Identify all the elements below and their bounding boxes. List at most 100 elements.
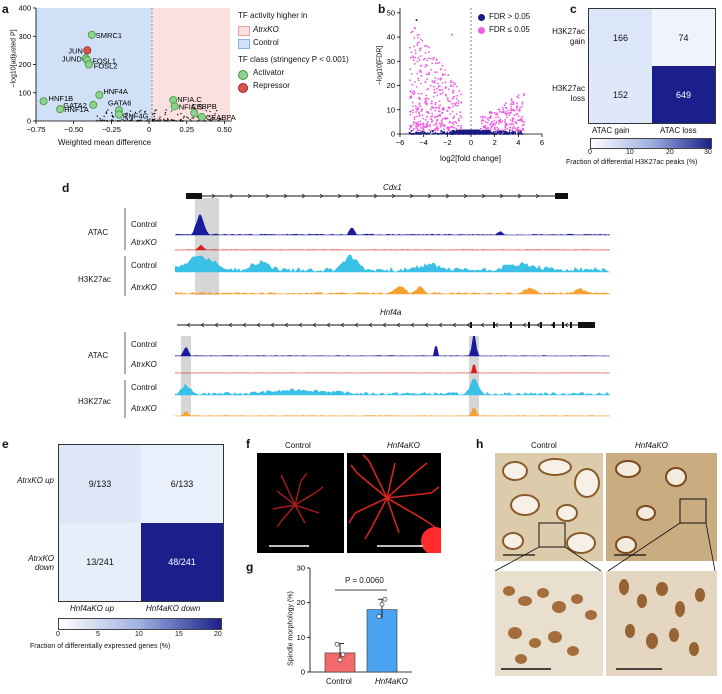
background-points xyxy=(96,109,222,122)
volcano-point xyxy=(422,127,424,129)
volcano-point xyxy=(435,106,438,109)
volcano-point xyxy=(517,115,520,117)
legend-fdr-low: FDR ≤ 0.05 xyxy=(489,25,530,34)
volcano-point xyxy=(414,49,417,52)
legend-control-swatch xyxy=(238,39,250,49)
c-scale-label: Fraction of differential H3K27ac peaks (… xyxy=(566,159,698,166)
volcano-point xyxy=(411,30,414,33)
volcano-point xyxy=(458,119,460,122)
volcano-point xyxy=(457,124,459,127)
volcano-point xyxy=(434,103,437,106)
gene-arrow xyxy=(319,193,324,199)
d-h3k-2: H3K27ac xyxy=(78,397,111,406)
volcano-point xyxy=(431,62,434,65)
volcano-point xyxy=(463,132,466,134)
replicate-point xyxy=(382,596,388,602)
volcano-point xyxy=(439,113,441,116)
volcano-point xyxy=(424,52,427,54)
volcano-point xyxy=(420,71,423,73)
volcano-point xyxy=(513,109,516,112)
volcano-point xyxy=(434,62,437,65)
volcano-point xyxy=(452,105,454,108)
bg-point xyxy=(144,111,146,113)
bg-point xyxy=(105,111,108,113)
volcano-point xyxy=(433,79,436,82)
gene-arrow xyxy=(242,322,247,328)
volcano-point xyxy=(478,132,481,135)
volcano-point xyxy=(503,104,506,107)
volcano-point xyxy=(446,98,449,101)
volcano-point xyxy=(455,85,458,88)
volcano-point xyxy=(514,131,517,133)
bg-point xyxy=(98,120,101,122)
legend-title: TF activity higher in xyxy=(238,11,308,20)
volcano-point xyxy=(431,130,434,133)
g-cat-ko: Hnf4aKO xyxy=(375,677,408,686)
c-scale-30: 30 xyxy=(704,149,712,156)
bg-point xyxy=(139,120,142,122)
volcano-point xyxy=(418,115,421,117)
volcano-point xyxy=(497,116,500,118)
e-row-up: AtrxKO up xyxy=(17,476,54,485)
volcano-point xyxy=(416,60,419,63)
volcano-point xyxy=(439,93,442,95)
volcano-point xyxy=(443,128,445,131)
e-cell-down-up: 13/241 xyxy=(59,523,141,601)
volcano-point xyxy=(457,100,460,102)
bg-point xyxy=(118,120,120,122)
volcano-point xyxy=(454,121,457,123)
volcano-point xyxy=(433,129,436,132)
volcano-point xyxy=(409,110,411,113)
volcano-point xyxy=(427,88,430,90)
volcano-point xyxy=(506,116,508,119)
volcano-point xyxy=(494,113,497,116)
volcano-point xyxy=(488,116,491,119)
volcano-point xyxy=(415,86,418,88)
bg-point xyxy=(180,120,182,122)
tf-point xyxy=(56,105,65,114)
y-tick-label: 50 xyxy=(387,8,395,17)
d-ctrl-1: Control xyxy=(131,220,157,229)
tf-label: CEBPB xyxy=(191,102,216,111)
volcano-point xyxy=(415,115,418,118)
x-tick-label: −4 xyxy=(419,138,428,147)
volcano-point xyxy=(410,130,413,132)
volcano-point xyxy=(421,39,424,42)
volcano-point xyxy=(431,115,434,118)
volcano-point xyxy=(431,121,433,123)
volcano-point xyxy=(416,123,419,125)
volcano-point xyxy=(515,129,518,132)
volcano-point xyxy=(445,94,447,97)
bg-point xyxy=(126,112,128,114)
gene-arrow xyxy=(480,322,485,328)
volcano-point xyxy=(452,85,454,87)
gene-arrow xyxy=(564,322,569,328)
bg-point xyxy=(172,119,174,122)
volcano-point xyxy=(414,27,417,30)
volcano-point xyxy=(453,102,456,105)
volcano-point xyxy=(515,106,518,108)
volcano-point xyxy=(419,55,422,57)
volcano-point xyxy=(426,45,429,47)
volcano-point xyxy=(496,126,498,129)
volcano-point xyxy=(441,131,444,134)
volcano-point xyxy=(436,118,439,121)
bg-point xyxy=(99,117,101,120)
gene-arrow xyxy=(466,322,471,328)
tf-label: SMRC1 xyxy=(96,31,122,40)
volcano-point xyxy=(453,115,456,118)
volcano-point xyxy=(428,125,431,128)
cell-gain-gain: 166 xyxy=(589,9,652,66)
volcano-point xyxy=(460,93,462,96)
g-cat-control: Control xyxy=(326,677,352,686)
bg-point xyxy=(134,111,137,114)
volcano-point xyxy=(438,85,441,87)
volcano-point xyxy=(520,129,523,132)
bg-point xyxy=(208,116,211,118)
volcano-point xyxy=(521,119,524,121)
volcano-point xyxy=(415,107,417,110)
organoid-control-image xyxy=(257,453,344,553)
volcano-point xyxy=(452,116,455,119)
volcano-point xyxy=(449,100,452,103)
exon xyxy=(570,322,572,328)
